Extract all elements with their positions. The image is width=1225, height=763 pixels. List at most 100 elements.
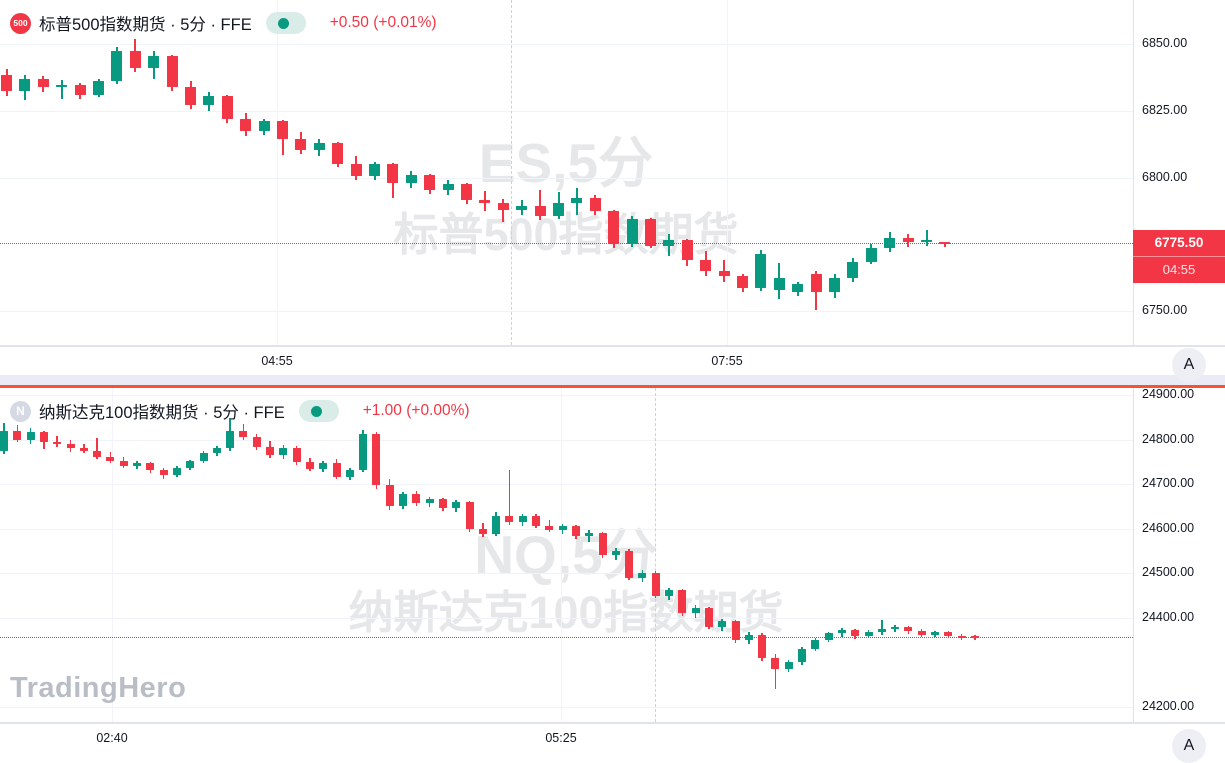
y-axis-tick-label: 24700.00 (1142, 476, 1195, 491)
auto-scale-button-nq[interactable]: A (1172, 729, 1206, 763)
y-axis-tick-label: 6850.00 (1142, 36, 1188, 51)
time-axis-es[interactable]: 04:55 07:55 (0, 346, 1225, 376)
candle-body (957, 635, 966, 638)
candle-body (345, 470, 354, 477)
symbol-title[interactable]: 纳斯达克100指数期货 · 5分 · FFE (39, 404, 285, 422)
gridline-horizontal (0, 394, 1133, 396)
chart-area-es[interactable]: ES,5分 标普500指数期货 (0, 0, 1133, 345)
y-axis-tick-label: 24600.00 (1142, 520, 1195, 535)
market-status-pill[interactable] (298, 400, 339, 422)
candle-body (532, 515, 540, 526)
candle-body (608, 210, 620, 245)
candle-body (332, 462, 341, 477)
candle-body (39, 432, 48, 442)
price-axis-es[interactable]: 6850.00 6825.00 6800.00 6750.00 (1133, 0, 1225, 345)
candle-body (385, 484, 394, 506)
gridline-horizontal (0, 110, 1133, 112)
candle-body (387, 164, 399, 183)
candle-body (172, 467, 181, 475)
chart-area-nq[interactable]: NQ,5分 纳斯达克100指数期货 (0, 388, 1133, 722)
candle-body (663, 240, 675, 246)
candle-body (598, 533, 607, 556)
candle-body (252, 436, 261, 448)
candle-body (891, 626, 900, 629)
candle-body (221, 96, 233, 119)
candle-body (465, 502, 474, 530)
candle-body (399, 493, 407, 506)
candle-body (258, 121, 270, 131)
y-axis-tick-label: 6800.00 (1142, 169, 1188, 184)
candle-body (277, 121, 288, 139)
time-axis-nq[interactable]: 02:40 05:25 (0, 723, 1225, 758)
candle-body (166, 56, 178, 87)
time-axis-label: 02:40 (96, 731, 128, 745)
candle-body (37, 78, 49, 87)
candle-body (212, 448, 221, 453)
candle-body (902, 237, 914, 242)
candle-body (864, 632, 873, 636)
candle-body (279, 448, 288, 456)
candle-body (811, 640, 820, 650)
candle-body (921, 240, 932, 243)
candle-body (939, 241, 951, 244)
candle-body (79, 448, 88, 452)
candle-body (931, 632, 939, 635)
candle-body (369, 164, 380, 177)
candle-body (372, 433, 381, 485)
candle-body (199, 452, 208, 462)
candle-body (758, 634, 767, 658)
candle-wick (774, 654, 777, 690)
symbol-title[interactable]: 标普500指数期货 · 5分 · FFE (39, 16, 252, 34)
candle-body (159, 470, 168, 475)
candle-body (239, 430, 248, 437)
candle-body (505, 516, 514, 522)
auto-scale-button-es[interactable]: A (1172, 348, 1206, 382)
time-axis-label: 07:55 (711, 354, 743, 368)
candle-wick (943, 241, 946, 247)
candle-body (665, 590, 673, 596)
market-status-pill[interactable] (265, 12, 306, 34)
pane-separator-band[interactable] (0, 375, 1225, 385)
candle-body (295, 138, 307, 150)
candle-body (700, 260, 712, 271)
legend-nq[interactable]: N 纳斯达克100指数期货 · 5分 · FFE +1.00 (+0.00%) (10, 400, 470, 422)
gridline-vertical (561, 388, 562, 722)
time-axis-label: 05:25 (545, 731, 577, 745)
candle-body (146, 463, 155, 471)
candle-body (545, 525, 554, 530)
candle-body (425, 498, 434, 503)
candle-body (625, 550, 634, 578)
legend-es[interactable]: 500 标普500指数期货 · 5分 · FFE +0.50 (+0.01%) (10, 12, 437, 34)
gridline-horizontal (0, 311, 1133, 313)
candle-body (133, 463, 141, 466)
candle-body (784, 662, 793, 670)
candle-body (865, 248, 877, 262)
candle-body (479, 200, 491, 203)
gridline-horizontal (0, 44, 1133, 46)
candle-body (292, 448, 301, 463)
y-axis-tick-label: 24900.00 (1142, 388, 1195, 401)
candle-body (516, 205, 528, 210)
candle-body (638, 572, 647, 578)
candle-body (93, 451, 102, 457)
price-axis-nq[interactable]: 24900.00 24800.00 24700.00 24600.00 24500.00… (1133, 388, 1225, 722)
pane-divider-line[interactable] (0, 385, 1225, 388)
candle-body (412, 493, 421, 503)
candle-body (553, 202, 564, 217)
symbol-logo-icon: N (10, 400, 31, 422)
candle-body (93, 81, 104, 95)
last-price-label: 6775.50 (1133, 229, 1225, 256)
candle-body (1, 74, 12, 91)
candle-body (56, 85, 68, 88)
gridline-horizontal (0, 617, 1133, 619)
candle-body (66, 444, 75, 449)
y-axis-tick-label: 6750.00 (1142, 303, 1188, 318)
candle-wick (588, 530, 590, 542)
candle-body (792, 284, 804, 293)
candle-body (651, 572, 660, 596)
candle-body (442, 184, 454, 190)
candle-body (851, 630, 860, 636)
session-break-line (511, 0, 512, 345)
y-axis-tick-label: 24400.00 (1142, 609, 1195, 624)
